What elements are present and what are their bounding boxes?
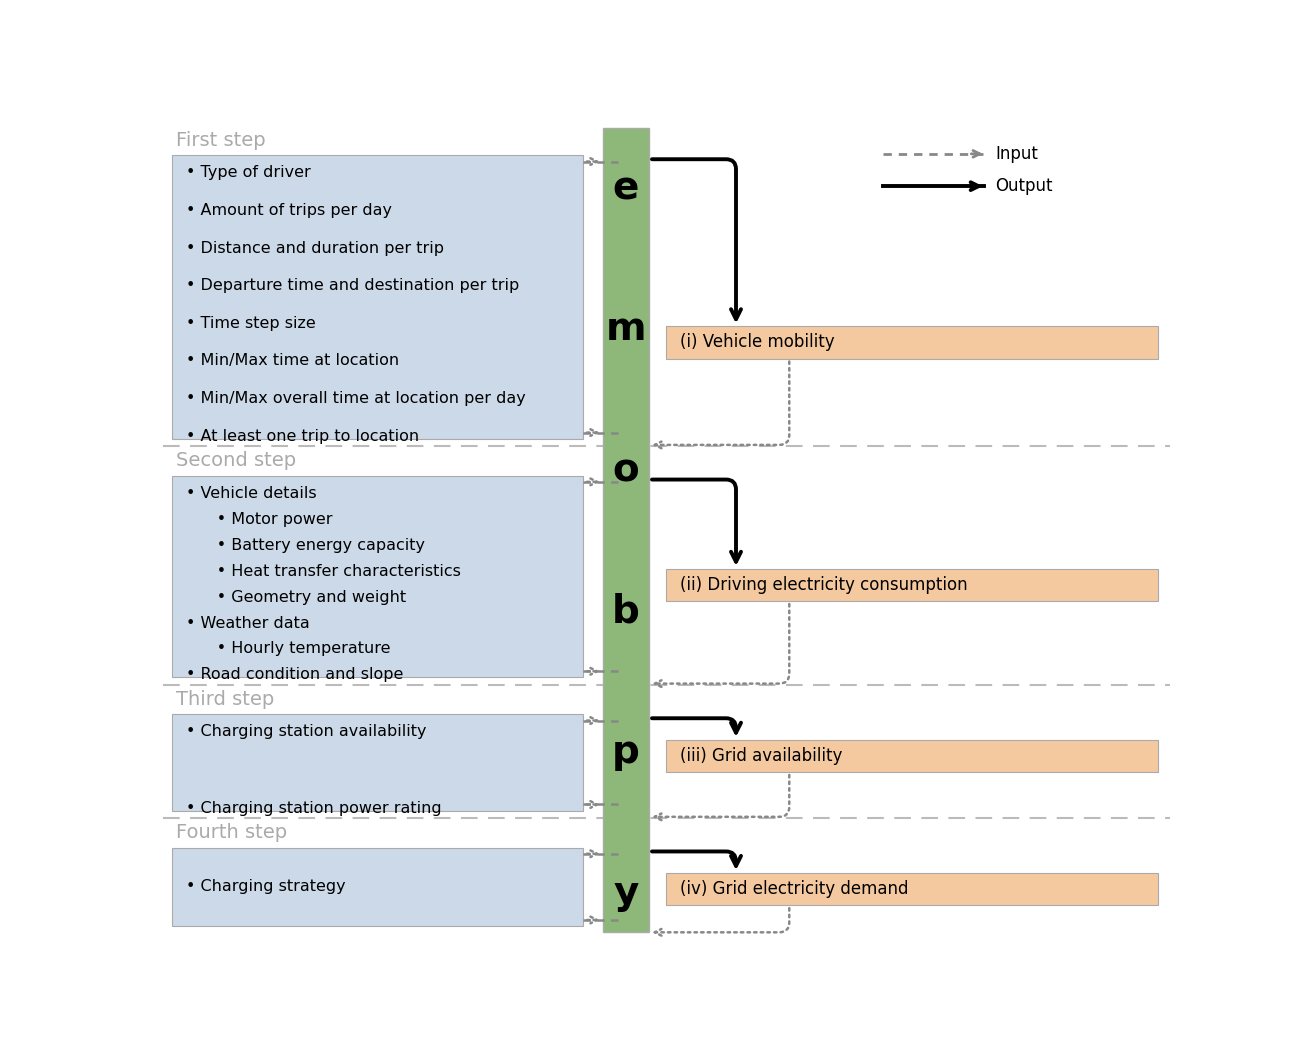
Text: m: m bbox=[606, 310, 646, 348]
Text: • Distance and duration per trip: • Distance and duration per trip bbox=[186, 241, 443, 255]
Text: First step: First step bbox=[176, 130, 265, 149]
Text: e: e bbox=[612, 169, 640, 207]
Text: • Battery energy capacity: • Battery energy capacity bbox=[186, 538, 425, 553]
FancyBboxPatch shape bbox=[172, 476, 582, 678]
FancyBboxPatch shape bbox=[172, 156, 582, 438]
Text: • Motor power: • Motor power bbox=[186, 512, 333, 527]
Text: y: y bbox=[614, 874, 638, 912]
Text: • Heat transfer characteristics: • Heat transfer characteristics bbox=[186, 563, 460, 579]
Text: • Departure time and destination per trip: • Departure time and destination per tri… bbox=[186, 279, 519, 293]
Text: Input: Input bbox=[996, 145, 1039, 163]
FancyBboxPatch shape bbox=[172, 847, 582, 926]
FancyBboxPatch shape bbox=[172, 715, 582, 810]
Text: (iv) Grid electricity demand: (iv) Grid electricity demand bbox=[680, 880, 909, 899]
Text: (i) Vehicle mobility: (i) Vehicle mobility bbox=[680, 333, 835, 351]
Text: • Geometry and weight: • Geometry and weight bbox=[186, 590, 406, 604]
Text: b: b bbox=[612, 592, 640, 631]
Text: • At least one trip to location: • At least one trip to location bbox=[186, 429, 419, 444]
Text: Output: Output bbox=[996, 178, 1053, 195]
FancyBboxPatch shape bbox=[666, 569, 1158, 601]
Text: • Min/Max overall time at location per day: • Min/Max overall time at location per d… bbox=[186, 391, 525, 406]
Text: Third step: Third step bbox=[176, 689, 274, 708]
Text: • Charging strategy: • Charging strategy bbox=[186, 880, 346, 894]
Text: • Hourly temperature: • Hourly temperature bbox=[186, 641, 390, 657]
FancyBboxPatch shape bbox=[603, 127, 649, 932]
Text: p: p bbox=[612, 734, 640, 771]
Text: • Time step size: • Time step size bbox=[186, 316, 316, 331]
Text: (ii) Driving electricity consumption: (ii) Driving electricity consumption bbox=[680, 576, 967, 594]
Text: • Amount of trips per day: • Amount of trips per day bbox=[186, 203, 391, 218]
FancyBboxPatch shape bbox=[666, 873, 1158, 905]
Text: • Road condition and slope: • Road condition and slope bbox=[186, 667, 403, 682]
FancyBboxPatch shape bbox=[666, 326, 1158, 358]
Text: • Weather data: • Weather data bbox=[186, 616, 309, 631]
Text: Second step: Second step bbox=[176, 451, 296, 470]
Text: • Vehicle details: • Vehicle details bbox=[186, 486, 316, 500]
Text: o: o bbox=[612, 451, 640, 490]
FancyBboxPatch shape bbox=[666, 740, 1158, 772]
Text: • Min/Max time at location: • Min/Max time at location bbox=[186, 353, 399, 369]
Text: (iii) Grid availability: (iii) Grid availability bbox=[680, 747, 842, 765]
Text: • Charging station availability: • Charging station availability bbox=[186, 724, 426, 740]
Text: • Charging station power rating: • Charging station power rating bbox=[186, 801, 442, 816]
Text: Fourth step: Fourth step bbox=[176, 823, 287, 842]
Text: • Type of driver: • Type of driver bbox=[186, 165, 311, 181]
